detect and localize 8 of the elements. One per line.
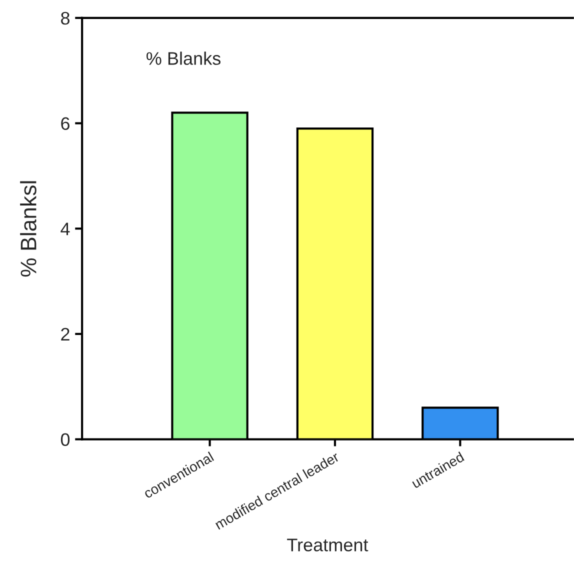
y-tick-label: 0 bbox=[60, 433, 70, 446]
y-tick-label: 2 bbox=[61, 328, 70, 340]
y-tick-label: 4 bbox=[60, 222, 70, 236]
y-tick-label: 8 bbox=[61, 12, 70, 25]
y-tick-label: 6 bbox=[61, 117, 70, 130]
y-axis-title: % Blanksl bbox=[20, 181, 36, 277]
x-axis-title: Treatment bbox=[287, 538, 368, 552]
annotation: % Blanks bbox=[146, 52, 220, 65]
